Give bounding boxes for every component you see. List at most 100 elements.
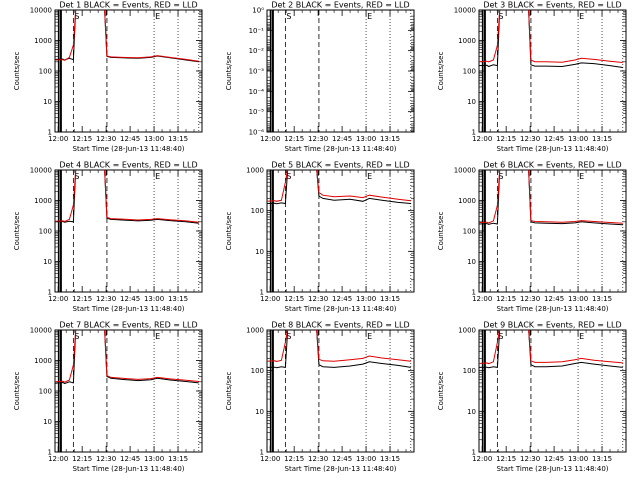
x-axis-label: Start Time (28-Jun-13 11:48:40) [73, 305, 185, 313]
series-line-lld [267, 170, 411, 202]
e-marker-label: E [579, 172, 584, 181]
x-tick-label: 13:15 [380, 295, 400, 303]
plot-frame [478, 329, 627, 453]
panel-title: Det 9 BLACK = Events, RED = LLD [483, 321, 621, 330]
y-tick-label: 10000 [454, 167, 476, 175]
x-tick-label: 12:15 [72, 135, 92, 143]
y-tick-label: 1000 [246, 167, 264, 175]
y-tick-label: 10 [43, 258, 52, 266]
panel-det8: Det 8 BLACK = Events, RED = LLD Counts/se… [225, 321, 415, 473]
panel-det7: Det 7 BLACK = Events, RED = LLD Counts/se… [13, 321, 203, 473]
panel-title: Det 6 BLACK = Events, RED = LLD [483, 161, 621, 170]
x-tick-label: 12:30 [308, 455, 328, 463]
x-tick-label: 12:15 [496, 295, 516, 303]
y-tick-label: 100 [251, 367, 264, 375]
series-line-events [479, 330, 623, 369]
y-tick-label: 1 [48, 449, 52, 457]
x-tick-label: 12:45 [544, 295, 564, 303]
y-tick-label: 10000 [454, 7, 476, 15]
y-tick-label: 10⁻³ [249, 68, 265, 76]
series-line-lld [55, 10, 199, 62]
y-tick-label: 100 [463, 68, 476, 76]
y-axis-label: Counts/sec [13, 52, 21, 91]
e-marker-label: E [155, 172, 160, 181]
y-axis-label: Counts/sec [225, 52, 233, 91]
plot-frame [54, 169, 203, 293]
x-tick-label: 12:00 [260, 135, 280, 143]
y-axis-label: Counts/sec [437, 372, 445, 411]
series-group [479, 10, 623, 68]
x-tick-label: 12:00 [472, 455, 492, 463]
x-axis-label: Start Time (28-Jun-13 11:48:40) [497, 305, 609, 313]
x-tick-label: 13:00 [568, 295, 588, 303]
x-tick-label: 12:30 [520, 295, 540, 303]
x-tick-label: 12:15 [72, 295, 92, 303]
x-tick-label: 12:00 [48, 455, 68, 463]
e-marker-label: E [579, 12, 584, 21]
panel-det3: Det 3 BLACK = Events, RED = LLD Counts/se… [437, 1, 627, 153]
x-tick-label: 12:15 [496, 135, 516, 143]
y-tick-label: 1 [472, 129, 476, 137]
x-tick-label: 12:45 [120, 455, 140, 463]
x-axis-label: Start Time (28-Jun-13 11:48:40) [285, 465, 397, 473]
panel-title: Det 4 BLACK = Events, RED = LLD [59, 161, 197, 170]
y-tick-label: 1 [472, 289, 476, 297]
panel-title: Det 5 BLACK = Events, RED = LLD [271, 161, 409, 170]
x-tick-label: 12:15 [496, 455, 516, 463]
y-tick-label: 100 [251, 207, 264, 215]
x-tick-label: 12:30 [96, 135, 116, 143]
x-tick-label: 12:00 [260, 295, 280, 303]
series-group [267, 330, 411, 369]
series-line-lld [55, 330, 199, 383]
x-tick-label: 12:30 [308, 295, 328, 303]
series-line-events [267, 170, 411, 205]
s-marker-label: S [498, 172, 503, 181]
panel-title: Det 1 BLACK = Events, RED = LLD [59, 1, 197, 10]
y-tick-label: 10000 [30, 167, 52, 175]
series-line-lld [267, 330, 411, 363]
series-line-events [55, 330, 199, 385]
panel-title: Det 2 BLACK = Events, RED = LLD [271, 1, 409, 10]
y-axis-label: Counts/sec [437, 52, 445, 91]
y-tick-label: 1000 [34, 357, 52, 365]
y-tick-label: 10 [43, 418, 52, 426]
x-tick-label: 12:30 [520, 135, 540, 143]
x-tick-label: 13:15 [592, 295, 612, 303]
x-axis-label: Start Time (28-Jun-13 11:48:40) [285, 145, 397, 153]
y-tick-label: 1000 [246, 327, 264, 335]
y-tick-label: 10⁻⁴ [249, 88, 265, 96]
series-group [55, 170, 199, 224]
series-line-events [479, 170, 623, 226]
x-tick-label: 12:30 [96, 455, 116, 463]
y-tick-label: 1 [48, 289, 52, 297]
s-marker-label: S [498, 332, 503, 341]
y-tick-label: 10⁰ [252, 7, 264, 15]
x-tick-label: 12:00 [472, 135, 492, 143]
series-group [479, 170, 623, 226]
plot-frame [266, 9, 415, 133]
x-tick-label: 13:00 [356, 455, 376, 463]
x-tick-label: 13:00 [144, 455, 164, 463]
y-axis-label: Counts/sec [437, 212, 445, 251]
x-tick-label: 13:15 [168, 455, 188, 463]
x-tick-label: 13:15 [592, 455, 612, 463]
y-tick-label: 10000 [30, 327, 52, 335]
series-group [479, 330, 623, 369]
s-marker-label: S [286, 172, 291, 181]
series-group [55, 10, 199, 63]
panel-det4: Det 4 BLACK = Events, RED = LLD Counts/se… [13, 161, 203, 313]
x-tick-label: 13:15 [168, 295, 188, 303]
x-tick-label: 12:30 [96, 295, 116, 303]
y-tick-label: 1000 [458, 197, 476, 205]
x-axis-label: Start Time (28-Jun-13 11:48:40) [73, 465, 185, 473]
x-tick-label: 12:45 [544, 455, 564, 463]
x-tick-label: 12:00 [48, 135, 68, 143]
plot-frame [478, 169, 627, 293]
x-tick-label: 13:00 [568, 135, 588, 143]
x-tick-label: 12:00 [472, 295, 492, 303]
panel-det1: Det 1 BLACK = Events, RED = LLD Counts/se… [13, 1, 203, 153]
s-marker-label: S [286, 12, 291, 21]
series-line-lld [479, 330, 623, 365]
y-tick-label: 100 [39, 68, 52, 76]
